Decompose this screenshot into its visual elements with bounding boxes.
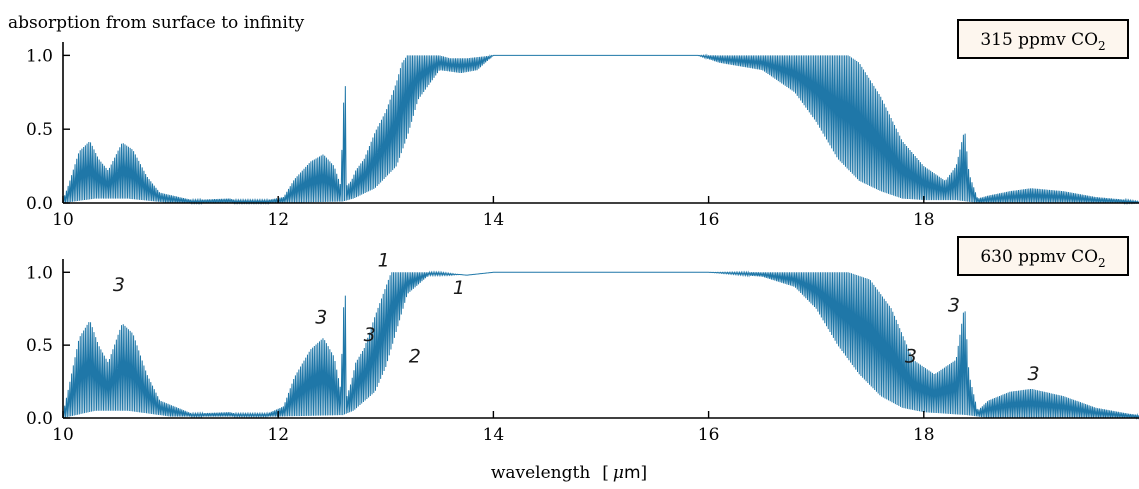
y-tick-label: 0.5 [26, 120, 53, 140]
annotation-label: 3 [364, 324, 376, 346]
x-tick-label: 16 [698, 210, 720, 230]
x-tick-label: 18 [913, 210, 935, 230]
annotation-label: 3 [315, 306, 327, 328]
x-axis-label: wavelength [μm] [491, 463, 647, 483]
y-tick-label: 1.0 [26, 46, 53, 66]
annotation-label: 1 [378, 249, 390, 271]
figure-title: absorption from surface to infinity [8, 13, 305, 33]
y-tick-label: 1.0 [26, 263, 53, 283]
y-tick-label: 0.0 [26, 194, 53, 214]
legend-label: 630 ppmv CO2 [980, 247, 1105, 270]
x-tick-label: 14 [483, 425, 505, 445]
spectrum-line [62, 53, 1139, 205]
panel-315ppmv: 10 12 14 16 18 0.0 0.5 1.0 315 ppmv CO2 [26, 19, 1139, 230]
legend-subscript: 2 [1098, 256, 1106, 270]
legend-box [957, 19, 1129, 59]
annotation-label: 3 [113, 274, 125, 296]
x-axis-unit: m [624, 463, 641, 483]
x-tick-label: 14 [483, 210, 505, 230]
x-tick-label: 12 [267, 210, 289, 230]
x-axis-unit-prefix: μ [613, 463, 624, 483]
annotation-label: 2 [409, 346, 421, 368]
annotation-label: 3 [948, 295, 960, 317]
x-tick-label: 10 [52, 425, 74, 445]
annotation-label: 3 [1028, 363, 1040, 385]
x-tick-label: 18 [913, 425, 935, 445]
x-tick-label: 12 [267, 425, 289, 445]
x-tick-label: 16 [698, 425, 720, 445]
x-axis-unit-close-bracket: ] [641, 463, 648, 483]
annotation-label: 3 [905, 346, 917, 368]
x-axis-unit-open-bracket: [ [602, 463, 609, 483]
y-tick-label: 0.0 [26, 409, 53, 429]
legend-box [957, 236, 1129, 276]
annotation-label: 1 [453, 277, 465, 299]
y-tick-label: 0.5 [26, 336, 53, 356]
spectrum-line [62, 270, 1139, 420]
x-tick-label: 10 [52, 210, 74, 230]
x-axis-label-text: wavelength [491, 463, 591, 483]
legend-subscript: 2 [1098, 39, 1106, 53]
legend-label: 315 ppmv CO2 [980, 30, 1105, 53]
